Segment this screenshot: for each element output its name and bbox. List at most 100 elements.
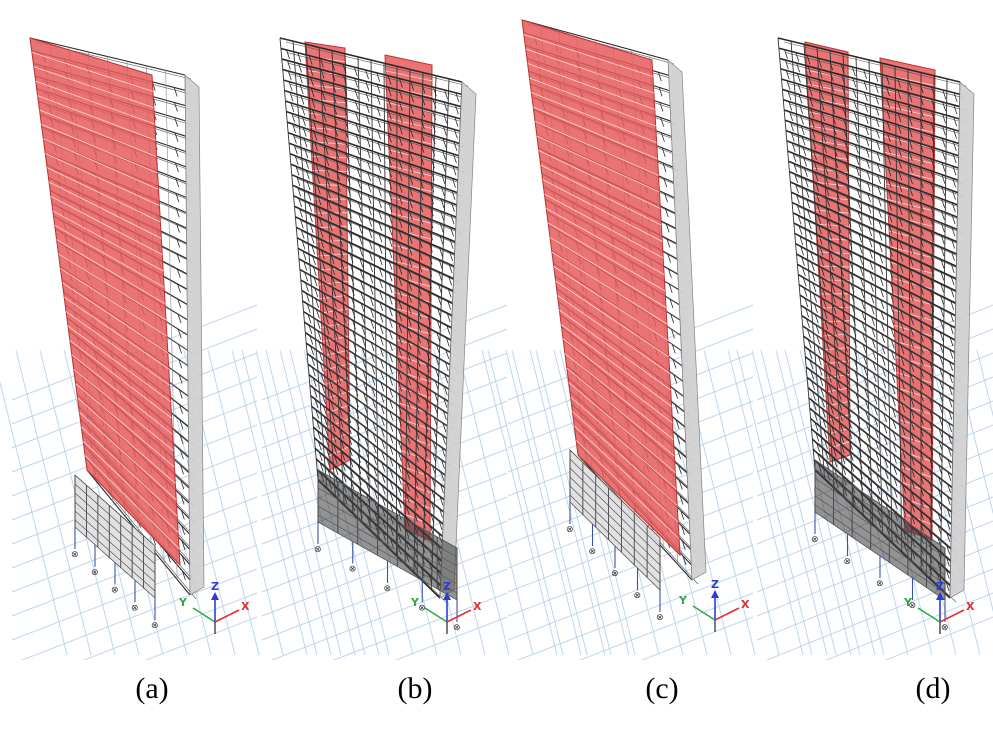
beam-tick	[910, 374, 915, 384]
beam-tick	[344, 358, 349, 369]
beam-tick	[950, 288, 955, 298]
beam-tick	[799, 235, 804, 246]
beam-tick	[454, 104, 459, 115]
beam-tick	[454, 117, 459, 127]
beam-tick	[681, 525, 685, 535]
beam-tick	[939, 368, 944, 378]
beam-tick	[447, 300, 452, 310]
support-icon: ⊗	[418, 604, 426, 614]
beam-tick	[353, 364, 358, 374]
beam-tick	[409, 152, 414, 162]
beam-tick	[661, 132, 665, 142]
beam-tick	[444, 374, 449, 384]
wall-joint	[311, 155, 347, 159]
beam-tick	[415, 429, 420, 439]
beam-tick	[945, 569, 950, 579]
support-icon: ⊗	[151, 621, 159, 631]
beam-tick	[889, 281, 894, 292]
beam-tick	[804, 297, 809, 308]
beam-tick	[938, 452, 943, 463]
beam-tick	[836, 191, 840, 201]
beam-tick	[370, 308, 374, 318]
beam-tick	[930, 110, 935, 121]
beam-tick	[875, 440, 879, 450]
wall-joint	[50, 196, 163, 256]
beam-tick	[812, 401, 817, 411]
beam-tick	[366, 126, 371, 136]
beam-tick	[899, 252, 904, 262]
beam-tick	[811, 118, 815, 129]
beam-tick	[419, 226, 423, 237]
beam-tick	[819, 377, 824, 387]
beam-tick	[920, 415, 924, 426]
beam-tick	[360, 291, 365, 302]
beam-tick	[360, 303, 365, 313]
beam-tick	[901, 449, 906, 459]
z-axis-label: Z	[711, 578, 719, 591]
beam-tick	[824, 320, 829, 330]
beam-tick	[898, 217, 903, 227]
beam-tick	[305, 282, 309, 292]
beam-tick	[940, 271, 945, 281]
beam-tick	[866, 181, 871, 192]
beam-tick	[875, 106, 880, 116]
beam-tick	[337, 385, 342, 395]
beam-tick	[865, 421, 870, 432]
beam-tick	[873, 406, 878, 416]
beam-tick	[949, 337, 954, 347]
column-line	[344, 53, 363, 523]
beam-tick	[909, 198, 914, 208]
beam-tick	[365, 81, 370, 91]
beam-tick	[389, 411, 394, 421]
beam-tick	[946, 532, 951, 543]
beam-tick	[302, 127, 307, 137]
wall-joint	[79, 412, 177, 500]
beam-tick	[919, 202, 924, 212]
wall-joint	[818, 265, 850, 268]
beam-tick	[305, 159, 309, 169]
beam-tick	[432, 453, 437, 463]
beam-tick	[316, 185, 321, 195]
beam-tick	[291, 113, 296, 123]
beam-tick	[333, 105, 338, 115]
beam-tick	[181, 540, 186, 550]
beam-tick	[380, 405, 385, 415]
beam-tick	[867, 215, 872, 225]
beam-tick	[928, 494, 933, 504]
beam-tick	[446, 325, 451, 335]
podium-rail	[317, 496, 458, 576]
beam-tick	[796, 204, 801, 215]
beam-tick	[355, 409, 360, 419]
beam-tick	[823, 144, 827, 154]
beam-tick	[857, 426, 861, 436]
beam-tick	[859, 480, 864, 491]
y-axis-label: Y	[678, 594, 688, 607]
beam-tick	[341, 462, 346, 472]
beam-tick	[381, 462, 386, 472]
beam-tick	[888, 224, 893, 234]
beam-tick	[930, 194, 935, 204]
beam-tick	[323, 416, 328, 426]
beam-tick	[910, 409, 915, 419]
beam-tick	[810, 108, 815, 118]
beam-tick	[911, 503, 916, 513]
beam-tick	[308, 202, 313, 212]
beam-tick	[409, 116, 414, 126]
beam-tick	[406, 482, 410, 492]
beam-tick	[180, 510, 185, 520]
beam-tick	[431, 135, 436, 145]
beam-tick	[417, 298, 422, 308]
beam-tick	[296, 176, 301, 187]
beam-tick	[175, 162, 179, 173]
beam-tick	[870, 282, 874, 293]
beam-tick	[920, 510, 924, 520]
beam-tick	[951, 251, 955, 261]
beam-tick	[929, 302, 934, 312]
podium-rail	[814, 459, 946, 549]
wall-joint	[536, 135, 660, 193]
beam-tick	[873, 383, 878, 394]
beam-tick	[376, 95, 381, 105]
beam-tick	[851, 294, 855, 304]
beam-tick	[441, 174, 446, 184]
beam-tick	[308, 324, 313, 335]
